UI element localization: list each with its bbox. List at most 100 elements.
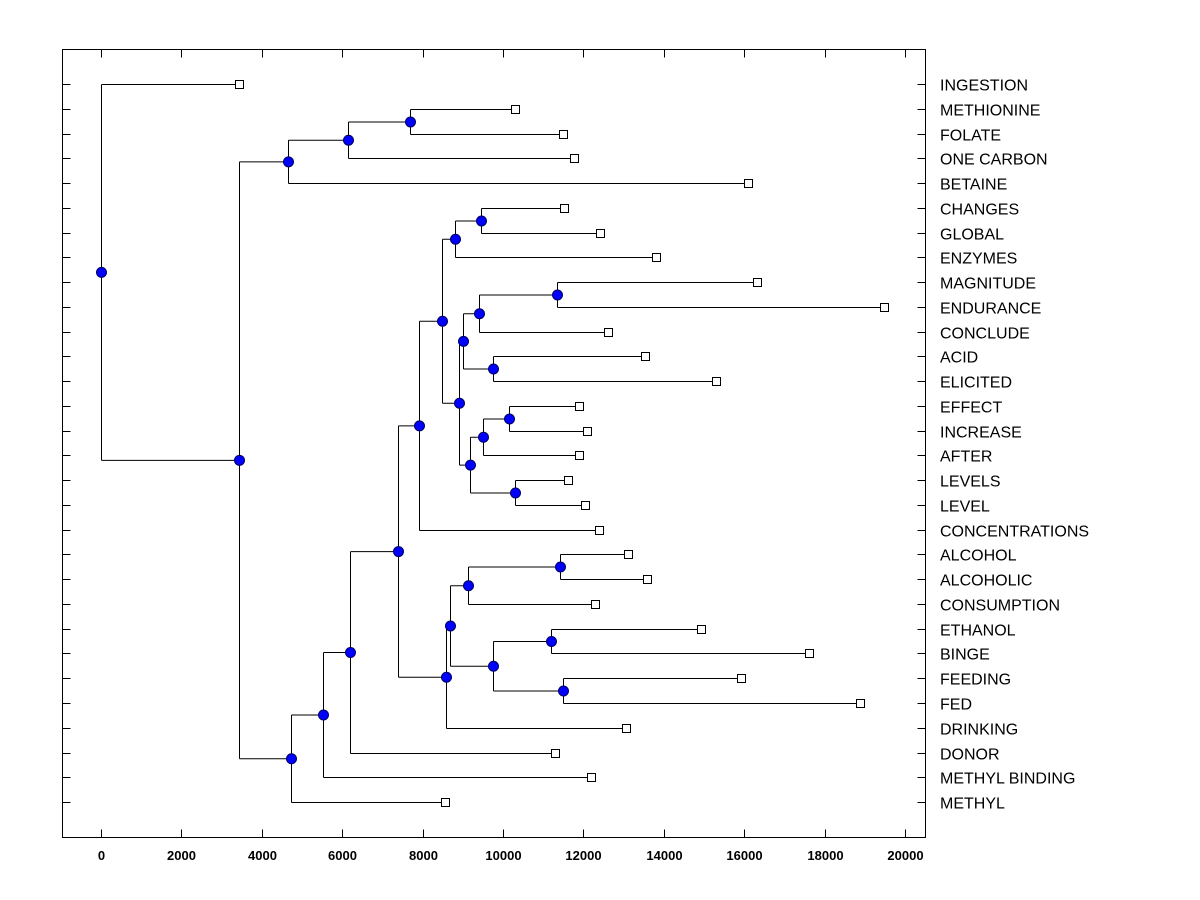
- leaf-marker: [587, 773, 596, 782]
- leaf-marker: [570, 154, 579, 163]
- x-axis-ticks: [101, 49, 906, 838]
- leaf-label: METHYL: [940, 796, 1005, 813]
- leaf-label: ALCOHOL: [940, 548, 1017, 565]
- leaf-marker: [643, 575, 652, 584]
- leaf-marker: [744, 179, 753, 188]
- leaf-marker: [856, 699, 865, 708]
- internal-node-marker: [474, 308, 485, 320]
- leaf-marker: [564, 476, 573, 485]
- x-tick-label: 4000: [248, 848, 277, 863]
- leaf-marker: [641, 352, 650, 361]
- leaf-label: DRINKING: [940, 722, 1018, 739]
- leaf-label: ETHANOL: [940, 623, 1016, 640]
- leaf-label: BINGE: [940, 647, 990, 664]
- leaf-label: INGESTION: [940, 78, 1028, 95]
- leaf-marker: [581, 501, 590, 510]
- leaf-marker: [441, 798, 450, 807]
- leaf-label: ALCOHOLIC: [940, 573, 1032, 590]
- leaf-label: ONE CARBON: [940, 152, 1048, 169]
- internal-node-marker: [504, 413, 515, 425]
- internal-node-marker: [478, 431, 489, 443]
- leaf-labels: INGESTION METHIONINE FOLATE ONE CARBON BETAI…: [940, 78, 1089, 813]
- leaf-label: ACID: [940, 350, 978, 367]
- leaf-label: INCREASE: [940, 425, 1022, 442]
- leaf-marker: [737, 674, 746, 683]
- y-axis-ticks: [62, 84, 926, 803]
- internal-node-marker: [393, 546, 404, 558]
- leaf-marker: [551, 749, 560, 758]
- leaf-marker: [591, 600, 600, 609]
- x-tick-label: 12000: [565, 848, 601, 863]
- x-axis-tick-labels: 0 2000 4000 6000 8000 10000 12000 14000 16000 180…: [98, 848, 924, 863]
- internal-node-marker: [441, 671, 452, 683]
- internal-node-marker: [476, 215, 487, 227]
- leaf-label: FOLATE: [940, 128, 1001, 145]
- internal-node-marker: [405, 116, 416, 128]
- internal-node-marker: [488, 363, 499, 375]
- internal-node-marker: [437, 315, 448, 327]
- leaf-marker: [697, 625, 706, 634]
- leaf-marker: [596, 229, 605, 238]
- leaf-marker: [652, 253, 661, 262]
- x-tick-label: 10000: [485, 848, 521, 863]
- leaf-marker: [559, 130, 568, 139]
- leaf-label: METHIONINE: [940, 103, 1040, 120]
- leaf-label: CONCENTRATIONS: [940, 524, 1089, 541]
- internal-node-marker: [552, 289, 563, 301]
- internal-node-marker: [445, 620, 456, 632]
- x-tick-label: 2000: [167, 848, 196, 863]
- internal-node-marker: [283, 156, 294, 168]
- x-tick-label: 16000: [726, 848, 762, 863]
- leaf-marker: [604, 328, 613, 337]
- internal-node-marker: [318, 709, 329, 721]
- leaf-label: BETAINE: [940, 177, 1007, 194]
- leaf-label: ENZYMES: [940, 251, 1017, 268]
- leaf-label: ENDURANCE: [940, 301, 1041, 318]
- internal-node-markers: [96, 116, 569, 765]
- plot-frame: [62, 49, 926, 838]
- x-tick-label: 0: [98, 848, 105, 863]
- leaf-marker: [805, 649, 814, 658]
- internal-node-marker: [546, 636, 557, 647]
- leaf-label: EFFECT: [940, 400, 1002, 417]
- internal-node-marker: [234, 454, 245, 466]
- leaf-marker: [624, 550, 633, 559]
- x-tick-label: 6000: [328, 848, 357, 863]
- leaf-label: CONSUMPTION: [940, 598, 1060, 615]
- internal-node-marker: [286, 753, 297, 765]
- x-tick-label: 18000: [807, 848, 843, 863]
- internal-node-marker: [345, 647, 356, 659]
- leaf-marker: [575, 451, 584, 460]
- leaf-markers: [235, 80, 889, 807]
- leaf-label: MAGNITUDE: [940, 276, 1036, 293]
- leaf-marker: [575, 402, 584, 411]
- leaf-label: FED: [940, 697, 972, 714]
- leaf-label: LEVELS: [940, 474, 1000, 491]
- dendrogram-branches: [101, 84, 885, 803]
- leaf-marker: [511, 105, 520, 114]
- leaf-label: METHYL BINDING: [940, 771, 1075, 788]
- leaf-label: AFTER: [940, 449, 992, 466]
- leaf-marker: [560, 204, 569, 213]
- leaf-marker: [753, 278, 762, 287]
- internal-node-marker: [510, 487, 521, 499]
- leaf-marker: [595, 526, 604, 535]
- x-tick-label: 14000: [646, 848, 682, 863]
- leaf-label: GLOBAL: [940, 227, 1004, 244]
- x-tick-label: 20000: [887, 848, 923, 863]
- internal-node-marker: [458, 335, 469, 347]
- internal-node-marker: [96, 266, 107, 278]
- internal-node-marker: [450, 233, 461, 245]
- leaf-label: FEEDING: [940, 672, 1011, 689]
- internal-node-marker: [558, 685, 569, 697]
- internal-node-marker: [488, 660, 499, 672]
- internal-node-marker: [555, 561, 566, 573]
- leaf-label: CHANGES: [940, 202, 1019, 219]
- leaf-label: ELICITED: [940, 375, 1012, 392]
- internal-node-marker: [454, 397, 465, 409]
- leaf-marker: [235, 80, 244, 89]
- internal-node-marker: [414, 420, 425, 432]
- leaf-label: CONCLUDE: [940, 326, 1030, 343]
- internal-node-marker: [465, 459, 476, 471]
